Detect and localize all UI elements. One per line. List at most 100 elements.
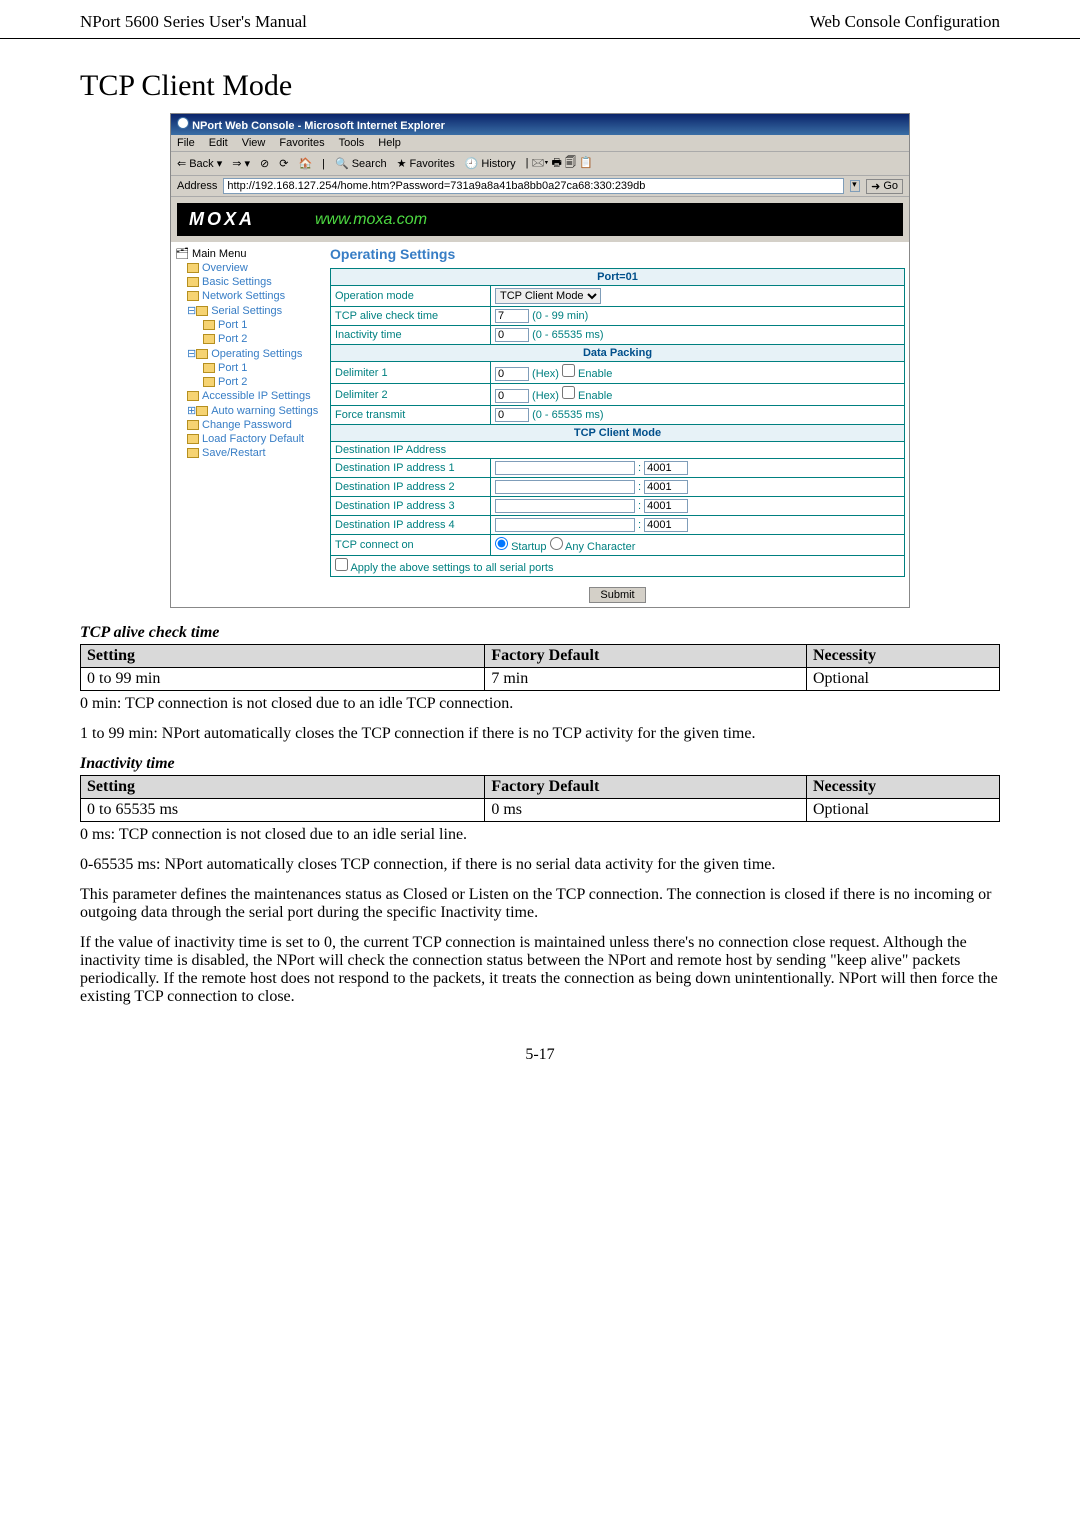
dest1-ip[interactable] [495,461,635,475]
page-header: NPort 5600 Series User's Manual Web Cons… [0,0,1080,39]
inactivity-table: Setting Factory Default Necessity 0 to 6… [80,775,1000,822]
stop-button[interactable]: ⊘ [260,157,269,170]
delim2-enable[interactable] [562,386,575,399]
folder-icon [203,334,215,344]
dest2-label: Destination IP address 2 [331,478,491,497]
forward-button[interactable]: ⇒ ▾ [232,157,250,170]
datapacking-header: Data Packing [331,345,905,362]
favorites-button[interactable]: ★ Favorites [397,157,455,170]
go-button[interactable]: ➜ Go [866,179,903,194]
tree-serial[interactable]: ⊟Serial Settings [175,303,322,318]
browser-title: NPort Web Console - Microsoft Internet E… [192,120,445,132]
header-left: NPort 5600 Series User's Manual [80,12,307,32]
moxa-logo: MOXA [189,209,255,230]
inact-default: 0 ms [485,799,807,822]
config-table: Port=01 Operation mode TCP Client Mode T… [330,268,905,577]
tree-op-p1[interactable]: Port 1 [175,361,322,375]
para6: If the value of inactivity time is set t… [80,934,1000,1006]
inact-necessity: Optional [807,799,1000,822]
delim1-enable[interactable] [562,364,575,377]
force-input[interactable] [495,408,529,422]
folder-icon [187,434,199,444]
delim1-input[interactable] [495,367,529,381]
inactivity-unit: (0 - 65535 ms) [532,329,604,341]
para5: This parameter defines the maintenances … [80,886,1000,922]
refresh-button[interactable]: ⟳ [279,157,288,170]
tree-root[interactable]: 🗂 Main Menu [175,246,322,261]
folder-icon [203,320,215,330]
content-split: 🗂 Main Menu Overview Basic Settings Netw… [171,242,909,607]
tree-basic[interactable]: Basic Settings [175,275,322,289]
back-button[interactable]: ⇐ Back ▾ [177,157,222,170]
menu-tools[interactable]: Tools [339,137,365,149]
content-title: Operating Settings [330,246,905,262]
address-input[interactable] [223,178,844,194]
tree-serial-p2[interactable]: Port 2 [175,332,322,346]
nav-tree: 🗂 Main Menu Overview Basic Settings Netw… [171,242,326,607]
apply-all-checkbox[interactable] [335,558,348,571]
force-label: Force transmit [331,406,491,425]
body-text: TCP alive check time Setting Factory Def… [80,624,1000,1006]
dest1-label: Destination IP address 1 [331,459,491,478]
th2-default: Factory Default [485,776,807,799]
tcpalive-input[interactable] [495,309,529,323]
home-button[interactable]: 🏠 [298,157,312,170]
menu-help[interactable]: Help [378,137,401,149]
dest1-port[interactable] [644,461,688,475]
tree-serial-p1[interactable]: Port 1 [175,318,322,332]
folder-icon [187,448,199,458]
para4: 0-65535 ms: NPort automatically closes T… [80,856,1000,874]
opmode-select[interactable]: TCP Client Mode [495,288,601,304]
menu-view[interactable]: View [242,137,266,149]
folder-icon [187,420,199,430]
dest2-port[interactable] [644,480,688,494]
folder-icon [187,291,199,301]
tree-network[interactable]: Network Settings [175,289,322,303]
alive-default: 7 min [485,668,807,691]
dest4-port[interactable] [644,518,688,532]
delim2-input[interactable] [495,389,529,403]
dest3-label: Destination IP address 3 [331,497,491,516]
dest4-ip[interactable] [495,518,635,532]
content-pane: Operating Settings Port=01 Operation mod… [326,242,909,607]
alive-necessity: Optional [807,668,1000,691]
dest3-port[interactable] [644,499,688,513]
toolbar-sep2: | 🖂▾ 🖶 🗐 📋 [526,154,593,173]
th-default: Factory Default [485,645,807,668]
th-necessity: Necessity [807,645,1000,668]
alive-title: TCP alive check time [80,624,1000,642]
folder-icon [187,277,199,287]
moxa-url: www.moxa.com [315,211,427,229]
inactivity-input[interactable] [495,328,529,342]
history-button[interactable]: 🕘 History [465,157,516,170]
tree-accessible[interactable]: Accessible IP Settings [175,389,322,403]
submit-wrap: Submit [330,587,905,603]
tree-save[interactable]: Save/Restart [175,446,322,460]
submit-button[interactable]: Submit [589,587,645,603]
tree-op-p2[interactable]: Port 2 [175,375,322,389]
dest3-ip[interactable] [495,499,635,513]
para3: 0 ms: TCP connection is not closed due t… [80,826,1000,844]
dest2-ip[interactable] [495,480,635,494]
th2-setting: Setting [81,776,485,799]
tree-overview[interactable]: Overview [175,261,322,275]
header-right: Web Console Configuration [810,12,1000,32]
destip-header: Destination IP Address [331,442,905,459]
menu-favorites[interactable]: Favorites [279,137,324,149]
tree-operating[interactable]: ⊟Operating Settings [175,346,322,361]
address-bar: Address ➜ Go [171,176,909,197]
radio-anychar[interactable] [550,537,563,550]
tree-changepw[interactable]: Change Password [175,418,322,432]
search-button[interactable]: 🔍 Search [335,157,387,170]
tree-autowarn[interactable]: ⊞Auto warning Settings [175,403,322,418]
folder-icon [196,306,208,316]
menu-edit[interactable]: Edit [209,137,228,149]
folder-icon [203,377,215,387]
radio-startup[interactable] [495,537,508,550]
address-dropdown[interactable] [850,180,860,192]
folder-icon [187,391,199,401]
para1: 0 min: TCP connection is not closed due … [80,695,1000,713]
tree-factory[interactable]: Load Factory Default [175,432,322,446]
menu-file[interactable]: File [177,137,195,149]
tcpalive-label: TCP alive check time [331,307,491,326]
